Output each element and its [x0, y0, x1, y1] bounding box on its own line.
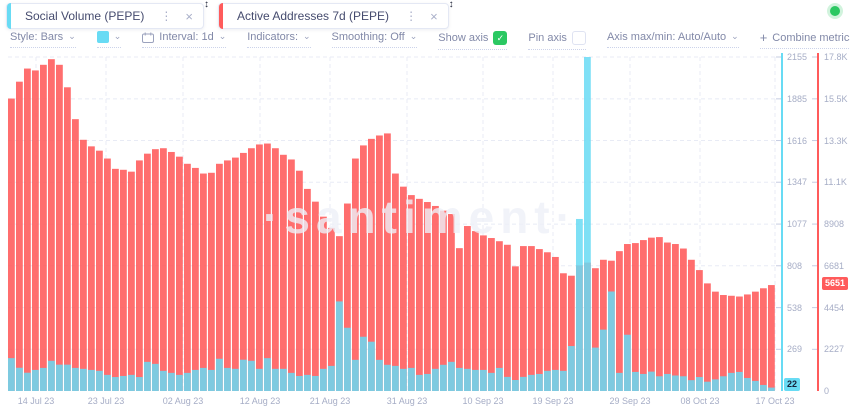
metric-tab-social-volume[interactable]: Social Volume (PEPE) ⋮ × ↕: [6, 0, 209, 29]
x-axis-label: 19 Sep 23: [532, 396, 574, 406]
chevron-down-icon: ⌄: [409, 30, 418, 41]
indicators-label: Indicators:: [247, 31, 298, 43]
smoothing-dropdown[interactable]: Smoothing: Off ⌄: [331, 30, 418, 48]
y-axis-tick-cyan: 1885: [787, 93, 808, 104]
drag-handle-icon[interactable]: ↕: [203, 0, 209, 10]
chart-toolbar: Style: Bars ⌄ ⌄ Interval: 1d ⌄ Indicator…: [10, 31, 850, 50]
y-axis-tick-red: 0: [824, 386, 830, 396]
metric-tab-label: Active Addresses 7d (PEPE): [236, 9, 390, 23]
chevron-down-icon: ⌄: [303, 30, 311, 41]
y-axis-tick-red: 17.8K: [824, 52, 848, 62]
y-axis-tick-red: 2227: [824, 344, 845, 355]
smoothing-label: Smoothing: Off: [331, 31, 405, 43]
pin-axis-checkbox[interactable]: [571, 31, 586, 45]
combine-metrics-button[interactable]: + Combine metrics: [759, 30, 850, 49]
x-axis-label: 08 Oct 23: [680, 396, 720, 406]
indicators-dropdown[interactable]: Indicators: ⌄: [247, 30, 311, 48]
y-axis-tick-red: 8908: [824, 219, 845, 230]
santiment-watermark: ·santiment·: [263, 191, 577, 243]
close-icon[interactable]: ×: [430, 8, 438, 24]
chevron-down-icon: ⌄: [113, 30, 122, 41]
x-axis-label: 31 Aug 23: [386, 396, 428, 406]
style-label: Style: Bars: [10, 31, 64, 43]
metric-accent-bar: [218, 3, 223, 29]
y-axis-tick-cyan: 538: [787, 302, 803, 313]
gridlines: [8, 56, 778, 391]
x-axis-label: 10 Sep 23: [462, 396, 504, 406]
x-axis-label: 14 Jul 23: [17, 396, 55, 406]
y-axis-tick-red: 4454: [824, 302, 845, 313]
metric-tab-label: Social Volume (PEPE): [25, 9, 145, 23]
color-swatch[interactable]: [96, 31, 109, 43]
show-axis-label: Show axis: [438, 32, 489, 44]
y-axis-tick-red: 6681: [824, 260, 845, 271]
social-volume-bars[interactable]: [8, 57, 775, 391]
axis-maxmin-label: Axis max/min: Auto/Auto: [606, 31, 727, 43]
status-dot: [830, 6, 840, 16]
show-axis-toggle[interactable]: Show axis ✓: [438, 31, 508, 50]
x-axis-label: 21 Aug 23: [309, 396, 351, 406]
color-picker[interactable]: ⌄: [96, 30, 122, 48]
x-axis-label: 17 Oct 23: [755, 396, 795, 406]
interval-calendar-icon: [142, 32, 155, 43]
style-dropdown[interactable]: Style: Bars ⌄: [10, 31, 76, 48]
active-addresses-bars[interactable]: [8, 59, 775, 392]
y-axis-tick-red: 11.1K: [824, 177, 847, 188]
combine-metrics-label: Combine metrics: [772, 31, 850, 44]
close-icon[interactable]: ×: [185, 8, 193, 24]
x-axis-label: 02 Aug 23: [162, 396, 204, 406]
y-axis-tick-red: 13.3K: [824, 135, 848, 146]
metric-tabs: Social Volume (PEPE) ⋮ × ↕ Active Addres…: [6, 0, 454, 29]
metric-options-icon[interactable]: ⋮: [405, 9, 418, 23]
chevron-down-icon: ⌄: [731, 30, 739, 41]
show-axis-checkbox[interactable]: ✓: [493, 31, 508, 45]
plus-icon: +: [759, 30, 768, 45]
metric-tab-active-addresses[interactable]: Active Addresses 7d (PEPE) ⋮ × ↕: [217, 0, 454, 29]
y-axis-tick-red: 15.5K: [824, 93, 848, 104]
current-value-badge-active-addresses: 5651: [822, 277, 849, 290]
x-axis-label: 29 Sep 23: [609, 396, 651, 406]
pin-axis-toggle[interactable]: Pin axis: [528, 31, 586, 50]
pin-axis-label: Pin axis: [528, 32, 567, 44]
drag-handle-icon[interactable]: ↕: [448, 0, 454, 10]
chevron-down-icon: ⌄: [68, 30, 76, 41]
interval-label: Interval: 1d: [159, 31, 214, 43]
chevron-down-icon: ⌄: [218, 30, 227, 41]
metric-accent-bar: [7, 3, 11, 29]
interval-dropdown[interactable]: Interval: 1d ⌄: [142, 30, 227, 48]
y-axis-tick-cyan: 1616: [787, 135, 808, 146]
y-axis-tick-cyan: 1347: [787, 177, 808, 188]
y-axis-tick-cyan: 1077: [787, 219, 808, 230]
metric-options-icon[interactable]: ⋮: [160, 9, 173, 23]
x-axis-label: 12 Aug 23: [239, 396, 281, 406]
y-axis-tick-cyan: 2155: [787, 52, 808, 62]
y-axis-tick-cyan: 269: [787, 344, 803, 355]
y-axis-tick-cyan: 808: [787, 260, 803, 271]
x-axis-label: 23 Jul 23: [87, 396, 125, 406]
axis-maxmin-dropdown[interactable]: Axis max/min: Auto/Auto ⌄: [606, 30, 739, 48]
current-value-badge-social-volume: 22: [784, 378, 801, 391]
